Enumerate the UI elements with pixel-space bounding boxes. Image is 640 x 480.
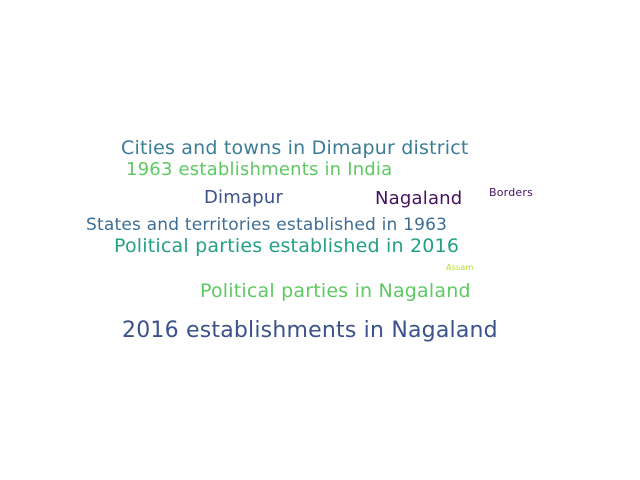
word-states-and-territories-established-in-1963: States and territories established in 19… bbox=[86, 215, 448, 235]
word-1963-establishments-in-india: 1963 establishments in India bbox=[126, 159, 393, 180]
word-cities-and-towns-in-dimapur-district: Cities and towns in Dimapur district bbox=[121, 137, 469, 159]
word-borders: Borders bbox=[489, 186, 534, 199]
word-nagaland: Nagaland bbox=[375, 188, 463, 209]
word-political-parties-in-nagaland: Political parties in Nagaland bbox=[200, 280, 471, 302]
word-2016-establishments-in-nagaland: 2016 establishments in Nagaland bbox=[122, 318, 498, 343]
word-assam: Assam bbox=[446, 263, 474, 272]
word-political-parties-established-in-2016: Political parties established in 2016 bbox=[114, 235, 460, 257]
word-dimapur: Dimapur bbox=[204, 187, 284, 208]
